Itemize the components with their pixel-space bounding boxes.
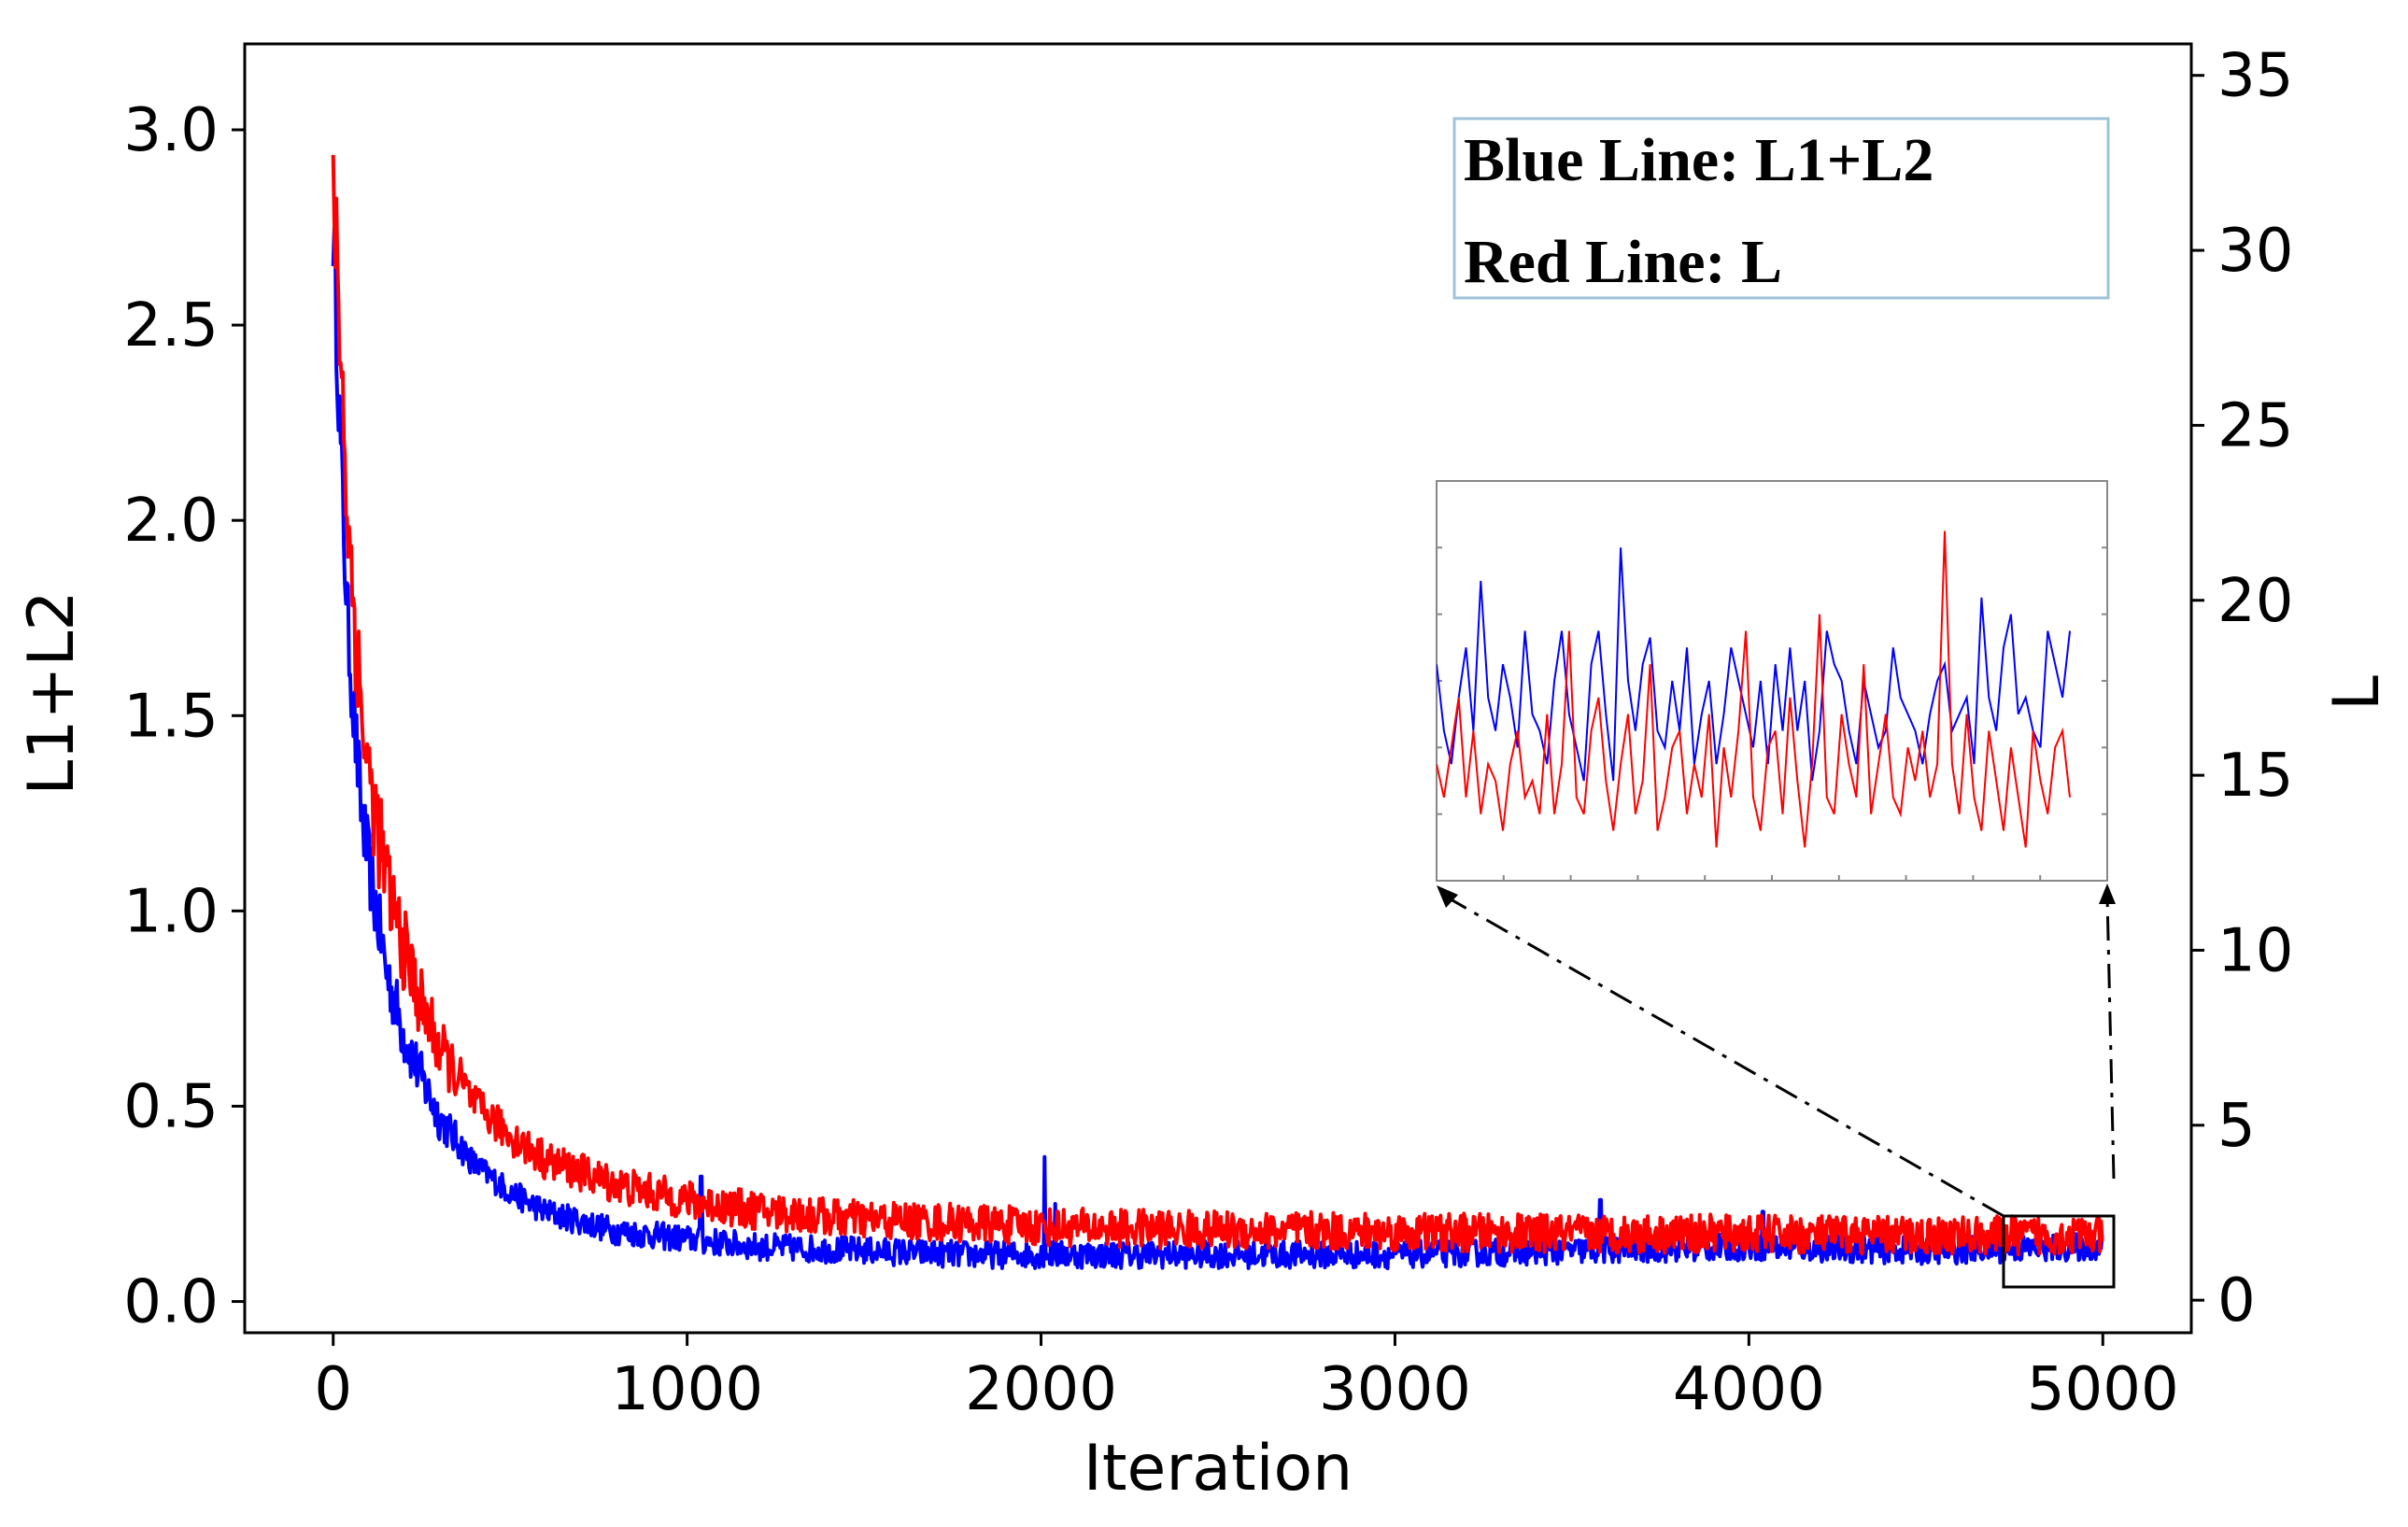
right-y-tick-label: 15 <box>2217 742 2293 811</box>
main-series-group <box>331 154 2104 1270</box>
left-y-tick-label: 1.5 <box>123 682 219 751</box>
zoom-connector-left <box>1445 895 2004 1218</box>
left-y-tick-label: 3.0 <box>123 96 219 165</box>
right-y-tick-label: 10 <box>2217 916 2293 985</box>
left-y-axis-title: L1+L2 <box>15 590 89 795</box>
series-line-l <box>331 154 2104 1257</box>
left-y-tick-label: 0.0 <box>123 1268 219 1337</box>
inset-series-group <box>1437 530 2071 848</box>
legend-box <box>1452 117 2110 300</box>
x-tick-label: 5000 <box>2027 1355 2179 1424</box>
left-y-tick-label: 1.0 <box>123 877 219 946</box>
right-y-tick-label: 0 <box>2217 1266 2256 1336</box>
left-y-axis: 0.0 0.5 1.0 1.5 2.0 2.5 3.0 <box>123 96 245 1337</box>
inset-tick-marks <box>1437 480 2107 881</box>
legend-red-label: Red Line: L <box>1464 228 1782 296</box>
right-y-tick-label: 35 <box>2217 42 2293 111</box>
left-y-tick-label: 0.5 <box>123 1072 219 1141</box>
zoom-region-box <box>2002 1214 2116 1289</box>
right-y-tick-label: 5 <box>2217 1092 2256 1161</box>
plot-frame <box>243 42 2193 1335</box>
right-y-tick-label: 25 <box>2217 391 2293 460</box>
x-tick-label: 1000 <box>611 1355 763 1424</box>
legend: Blue Line: L1+L2 Red Line: L <box>1452 117 2110 300</box>
left-y-tick-label: 2.0 <box>123 487 219 556</box>
right-y-tick-label: 30 <box>2217 217 2293 286</box>
inset-line-l <box>1437 530 2071 848</box>
inset-frame <box>1436 480 2108 882</box>
inset-zoom <box>1436 480 2108 882</box>
x-tick-label: 4000 <box>1673 1355 1825 1424</box>
left-y-tick-label: 2.5 <box>123 291 219 361</box>
right-y-tick-label: 20 <box>2217 567 2293 636</box>
x-axis-title: Iteration <box>1084 1432 1353 1506</box>
x-tick-label: 3000 <box>1319 1355 1471 1424</box>
zoom-connector-right <box>2105 896 2116 1180</box>
inset-line-l1-l2 <box>1437 547 2071 782</box>
x-axis: 0 1000 2000 3000 4000 5000 <box>314 1333 2179 1424</box>
zoom-arrowhead-right <box>2099 884 2116 904</box>
x-tick-label: 2000 <box>965 1355 1117 1424</box>
x-tick-label: 0 <box>314 1355 352 1424</box>
right-y-axis-title: L <box>2320 675 2394 711</box>
zoom-arrowhead-left <box>1437 885 1458 908</box>
right-y-axis: 0 5 10 15 20 25 30 35 <box>2191 42 2293 1336</box>
legend-blue-label: Blue Line: L1+L2 <box>1464 126 1933 194</box>
